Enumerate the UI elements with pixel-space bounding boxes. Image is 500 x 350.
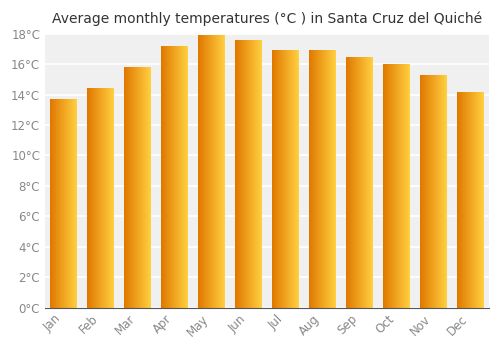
Title: Average monthly temperatures (°C ) in Santa Cruz del Quiché: Average monthly temperatures (°C ) in Sa… (52, 11, 482, 26)
